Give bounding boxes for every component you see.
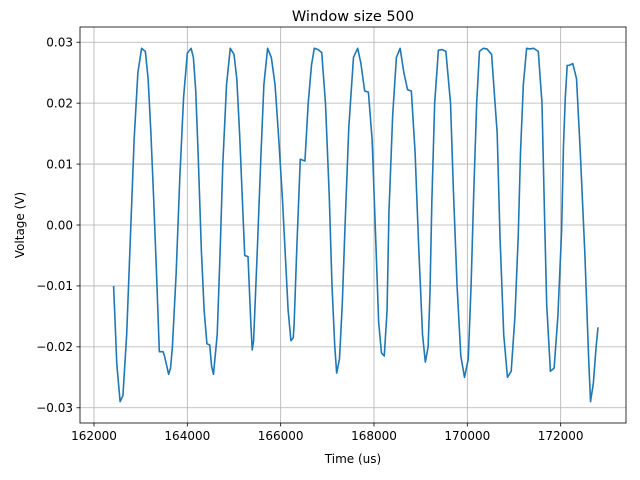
y-tick-label: 0.02 — [46, 96, 73, 110]
x-tick-label: 172000 — [538, 429, 584, 443]
x-tick-label: 164000 — [164, 429, 210, 443]
y-tick-label: −0.02 — [36, 340, 73, 354]
y-axis-title: Voltage (V) — [13, 192, 27, 258]
x-tick-label: 166000 — [258, 429, 304, 443]
y-tick-label: 0.01 — [46, 157, 73, 171]
x-axis-title: Time (us) — [324, 452, 381, 466]
y-tick-label: −0.03 — [36, 401, 73, 415]
series-layer — [112, 47, 599, 403]
grid — [80, 27, 626, 423]
y-tick-label: −0.01 — [36, 279, 73, 293]
x-tick-label: 170000 — [444, 429, 490, 443]
y-tick-label: 0.00 — [46, 218, 73, 232]
chart-title: Window size 500 — [292, 9, 414, 25]
x-tick-label: 162000 — [71, 429, 117, 443]
y-tick-label: 0.03 — [46, 36, 73, 50]
x-tick-label: 168000 — [351, 429, 397, 443]
series-line — [112, 47, 599, 403]
axis-ticks: 162000 164000 166000 168000 170000 172000 −0.0… — [36, 36, 583, 443]
